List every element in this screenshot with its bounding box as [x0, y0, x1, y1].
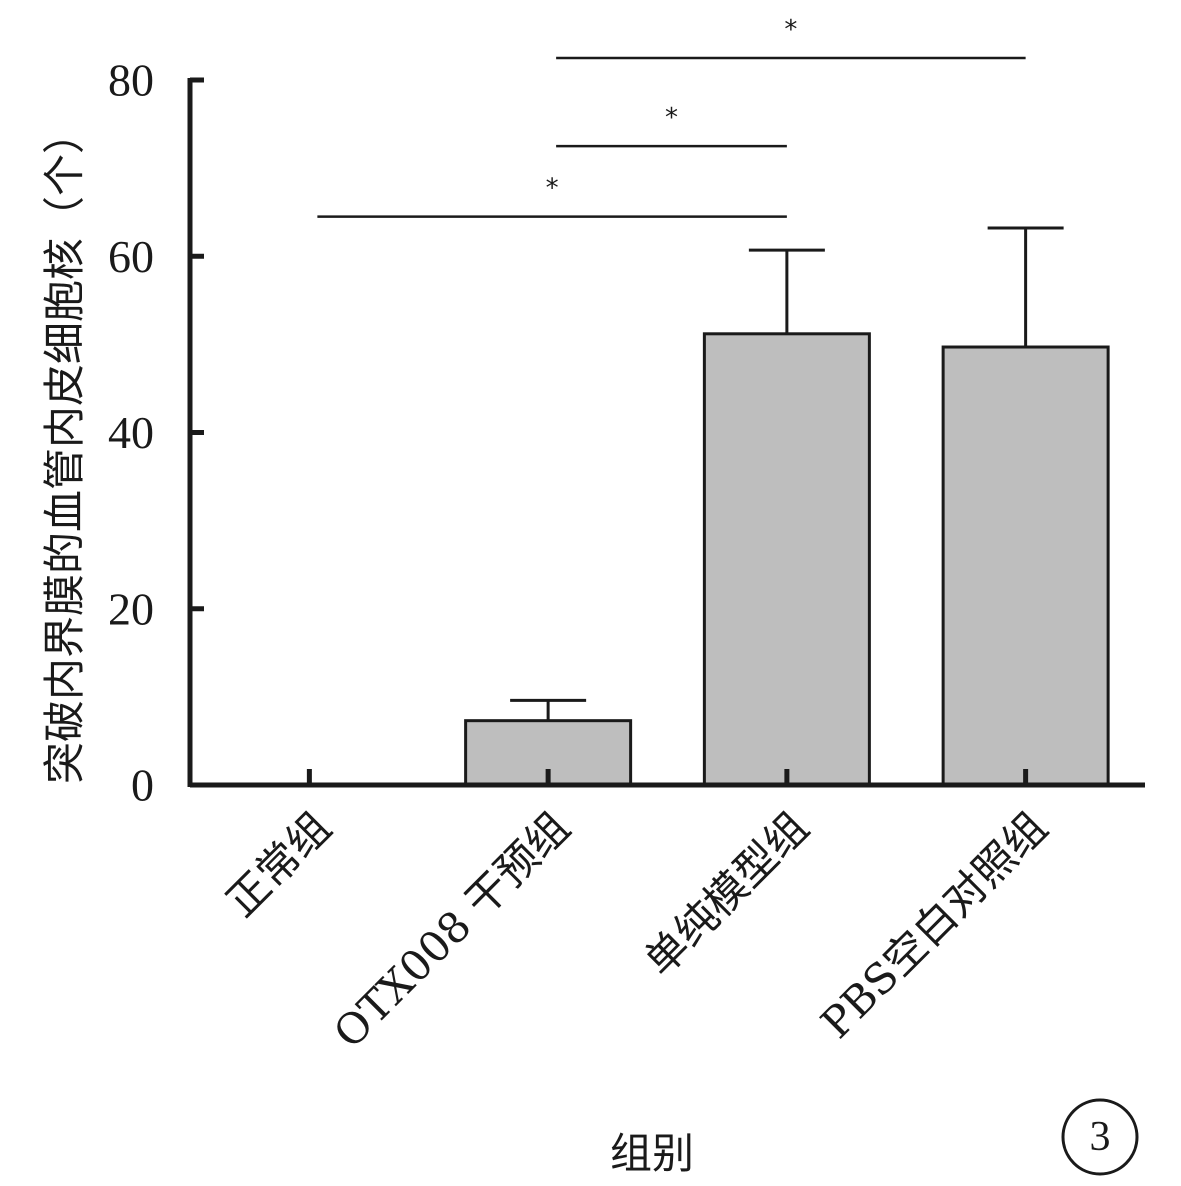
significance-label-2: * — [784, 15, 797, 45]
y-axis-title-group: 突破内界膜的血管内皮细胞核（个） — [40, 112, 89, 784]
x-tick-label-3: PBS空白对照组 — [811, 802, 1056, 1047]
panel-circle — [1061, 1098, 1139, 1176]
bar-3 — [941, 345, 1110, 787]
y-tick-label-4: 80 — [108, 55, 154, 106]
x-axis-title: 组别 — [610, 1129, 694, 1178]
panel-label: 3 — [1090, 1114, 1111, 1160]
y-tick-label-3: 60 — [108, 231, 154, 282]
panel-badge: 3 — [1061, 1098, 1139, 1176]
x-tick-label-1: OTX008 干预组 — [324, 802, 579, 1057]
bar-2 — [702, 332, 871, 787]
y-axis-title: 突破内界膜的血管内皮细胞核（个） — [40, 112, 89, 784]
x-tick-label-2: 单纯模型组 — [635, 802, 818, 985]
y-tick-label-1: 20 — [108, 583, 154, 634]
significance-label-1: * — [665, 103, 678, 133]
significance-label-0: * — [546, 174, 559, 204]
y-tick-label-0: 0 — [131, 760, 154, 811]
x-tick-label-0: 正常组 — [217, 802, 341, 926]
y-tick-label-2: 40 — [108, 407, 154, 458]
